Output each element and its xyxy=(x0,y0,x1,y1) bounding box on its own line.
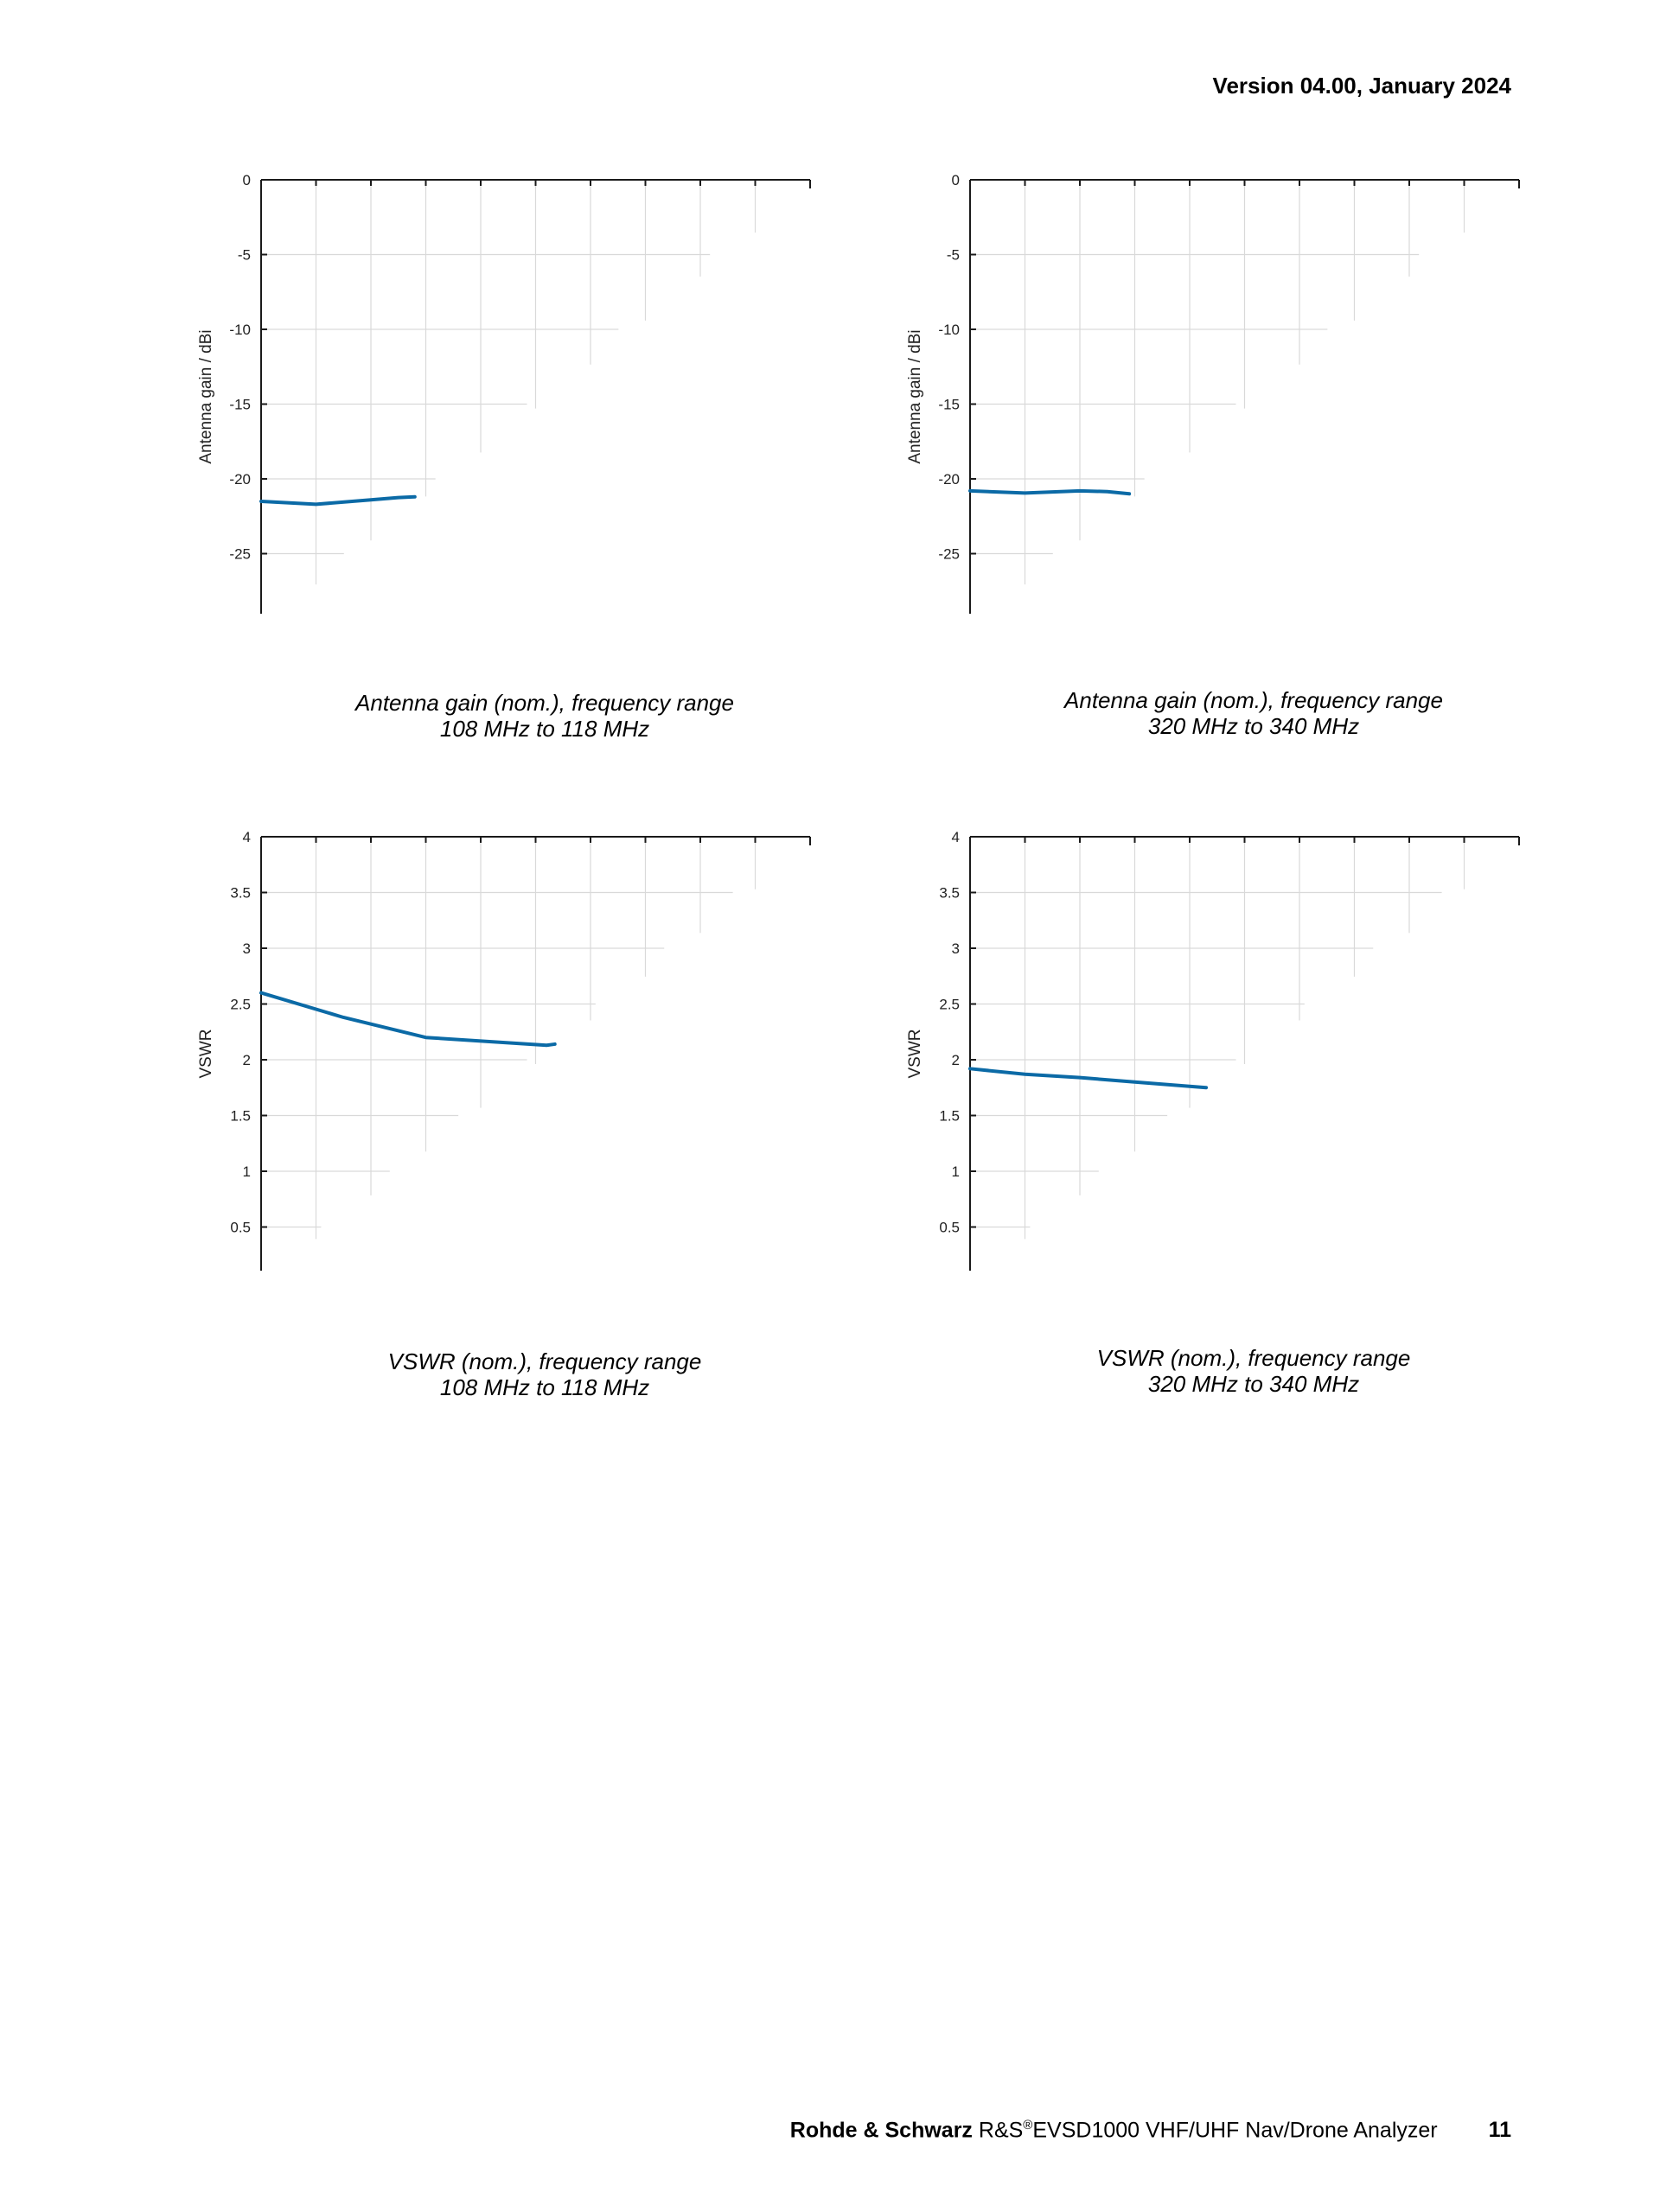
caption-line-1: Antenna gain (nom.), frequency range xyxy=(1064,687,1443,713)
grid-lines xyxy=(970,180,1520,585)
chart-caption: Antenna gain (nom.), frequency range 320… xyxy=(899,687,1608,739)
chart-caption: VSWR (nom.), frequency range 320 MHz to … xyxy=(899,1345,1608,1397)
footer-product-name: EVSD1000 VHF/UHF Nav/Drone Analyzer xyxy=(1032,2118,1438,2143)
chart-svg: 4 3.5 3 2.5 2 1.5 1 0.5 0 VSWR xyxy=(197,829,811,1291)
caption-line-1: VSWR (nom.), frequency range xyxy=(1096,1345,1411,1371)
chart-svg: 4 3.5 3 2.5 2 1.5 1 0.5 0 VSWR xyxy=(906,829,1520,1291)
y-tick-label: -10 xyxy=(229,322,251,338)
axes xyxy=(260,836,811,1271)
y-tick-label: -15 xyxy=(938,397,960,413)
y-tick-label-cropped: 0 xyxy=(952,1275,960,1291)
data-series-line xyxy=(259,494,417,507)
y-tick-label: 0.5 xyxy=(939,1220,960,1236)
grid-lines xyxy=(261,180,811,585)
footer-company: Rohde & Schwarz xyxy=(789,2118,973,2143)
y-tick-label: 3 xyxy=(243,940,251,957)
y-tick-label: 3.5 xyxy=(230,885,251,902)
y-tick-label: -25 xyxy=(229,546,251,563)
y-tick-label: -20 xyxy=(938,471,960,488)
y-tick-label: -25 xyxy=(938,546,960,563)
y-tick-label: 3 xyxy=(952,940,960,957)
y-tick-label: 4 xyxy=(952,829,960,845)
caption-line-1: Antenna gain (nom.), frequency range xyxy=(355,690,734,716)
chart-caption: VSWR (nom.), frequency range 108 MHz to … xyxy=(190,1348,899,1400)
cropped-tick-group: 0 xyxy=(243,1275,251,1291)
y-tick-label-cropped: 0 xyxy=(243,1275,251,1291)
y-tick-label: 3.5 xyxy=(939,885,960,902)
y-tick-label: 0 xyxy=(243,172,251,188)
document-version: Version 04.00, January 2024 xyxy=(1212,73,1511,99)
vswr-chart-320-340: 4 3.5 3 2.5 2 1.5 1 0.5 0 VSWR VSWR (nom.), frequ… xyxy=(899,821,1608,1409)
data-series-line xyxy=(968,488,1132,496)
y-tick-label: -5 xyxy=(238,247,251,264)
axes xyxy=(969,179,1520,614)
y-tick-label: 2 xyxy=(243,1052,251,1068)
y-tick-label: 4 xyxy=(243,829,251,845)
antenna-gain-chart-108-118: 0 -5 -10 -15 -20 -25 -30 Antenna gain / dBi Ant… xyxy=(190,164,899,752)
caption-line-2: 108 MHz to 118 MHz xyxy=(439,1374,650,1400)
y-tick-label: -15 xyxy=(229,397,251,413)
page-number: 11 xyxy=(1488,2118,1511,2143)
grid-lines xyxy=(261,837,811,1240)
antenna-gain-chart-320-340: 0 -5 -10 -15 -20 -25 -30 Antenna gain / dBi Ant… xyxy=(899,164,1608,752)
footer-product-prefix: R&S xyxy=(978,2118,1024,2143)
vswr-chart-108-118: 4 3.5 3 2.5 2 1.5 1 0.5 0 VSWR VSWR (nom.), frequ… xyxy=(190,821,899,1409)
y-axis-label: Antenna gain / dBi xyxy=(197,329,215,463)
caption-line-2: 320 MHz to 340 MHz xyxy=(1147,1371,1360,1397)
cropped-tick-group: -30 xyxy=(938,621,960,637)
y-tick-label: -5 xyxy=(947,247,960,264)
axes xyxy=(260,179,811,614)
y-tick-label: 1 xyxy=(952,1163,960,1180)
axes xyxy=(969,836,1520,1271)
y-tick-label: 1.5 xyxy=(230,1108,251,1125)
grid-lines xyxy=(970,837,1520,1240)
caption-line-2: 320 MHz to 340 MHz xyxy=(1147,713,1360,739)
cropped-tick-group: 0 xyxy=(952,1275,960,1291)
y-tick-label: 2.5 xyxy=(939,997,960,1013)
caption-line-2: 108 MHz to 118 MHz xyxy=(439,716,650,742)
y-tick-label: 0 xyxy=(952,172,960,188)
y-tick-label: 2 xyxy=(952,1052,960,1068)
y-axis-label: VSWR xyxy=(197,1030,215,1079)
footer-registered-mark: ® xyxy=(1023,2118,1033,2132)
y-tick-label: 1.5 xyxy=(939,1108,960,1125)
y-tick-label: 1 xyxy=(243,1163,251,1180)
y-tick-label: 0.5 xyxy=(230,1220,251,1236)
data-series-line xyxy=(968,1067,1209,1090)
y-tick-label: 2.5 xyxy=(230,997,251,1013)
y-tick-label: -10 xyxy=(938,322,960,338)
chart-svg: 0 -5 -10 -15 -20 -25 -30 Antenna gain / dBi xyxy=(197,172,811,637)
caption-line-1: VSWR (nom.), frequency range xyxy=(387,1348,702,1374)
chart-caption: Antenna gain (nom.), frequency range 108… xyxy=(190,690,899,742)
y-tick-label-cropped: -30 xyxy=(938,621,960,637)
page-footer: Rohde & Schwarz R&S®EVSD1000 VHF/UHF Nav… xyxy=(790,2118,1511,2143)
cropped-tick-group: -30 xyxy=(229,621,251,637)
y-axis-label: VSWR xyxy=(906,1030,924,1079)
chart-svg: 0 -5 -10 -15 -20 -25 -30 Antenna gain / dBi xyxy=(906,172,1520,637)
data-series-line xyxy=(259,991,557,1048)
y-axis-label: Antenna gain / dBi xyxy=(906,329,924,463)
y-tick-label-cropped: -30 xyxy=(229,621,251,637)
y-tick-label: -20 xyxy=(229,471,251,488)
